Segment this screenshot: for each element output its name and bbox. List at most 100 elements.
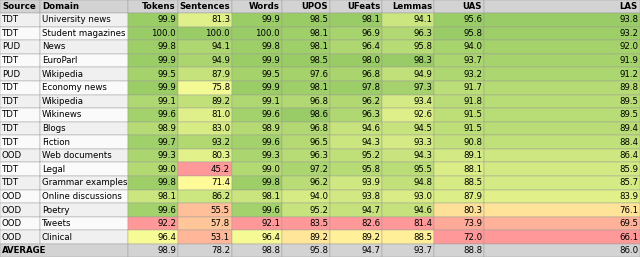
Bar	[484, 54, 640, 67]
Bar	[330, 95, 382, 108]
Bar	[232, 81, 282, 95]
Bar	[434, 95, 484, 108]
Text: 93.7: 93.7	[463, 56, 482, 65]
Text: 85.7: 85.7	[619, 178, 638, 187]
Bar	[282, 135, 330, 149]
Text: 88.5: 88.5	[413, 233, 432, 242]
Bar	[128, 0, 178, 13]
Text: 99.1: 99.1	[261, 97, 280, 106]
Text: 96.8: 96.8	[361, 70, 380, 79]
Bar	[232, 13, 282, 26]
Bar	[382, 217, 434, 231]
Text: 97.6: 97.6	[309, 70, 328, 79]
Text: 96.4: 96.4	[261, 233, 280, 242]
Bar	[484, 135, 640, 149]
Text: 93.8: 93.8	[619, 15, 638, 24]
Text: Clinical: Clinical	[42, 233, 73, 242]
Bar	[382, 231, 434, 244]
Text: 99.9: 99.9	[261, 83, 280, 92]
Bar	[0, 217, 40, 231]
Text: AVERAGE: AVERAGE	[2, 246, 46, 255]
Text: 98.9: 98.9	[157, 124, 176, 133]
Text: 96.2: 96.2	[361, 97, 380, 106]
Text: Online discussions: Online discussions	[42, 192, 122, 201]
Text: 95.2: 95.2	[309, 206, 328, 215]
Bar	[40, 54, 128, 67]
Text: OOD: OOD	[2, 192, 22, 201]
Bar	[0, 13, 40, 26]
Bar	[282, 13, 330, 26]
Bar	[382, 67, 434, 81]
Text: 72.0: 72.0	[463, 233, 482, 242]
Text: 96.4: 96.4	[361, 42, 380, 51]
Bar	[382, 13, 434, 26]
Bar	[484, 13, 640, 26]
Text: OOD: OOD	[2, 151, 22, 160]
Text: 94.0: 94.0	[309, 192, 328, 201]
Text: 94.7: 94.7	[361, 206, 380, 215]
Text: 86.2: 86.2	[211, 192, 230, 201]
Bar	[128, 122, 178, 135]
Bar	[128, 203, 178, 217]
Text: 95.6: 95.6	[463, 15, 482, 24]
Text: EuroParl: EuroParl	[42, 56, 77, 65]
Text: 89.5: 89.5	[619, 97, 638, 106]
Text: Grammar examples: Grammar examples	[42, 178, 127, 187]
Bar	[484, 244, 640, 257]
Text: 94.9: 94.9	[211, 56, 230, 65]
Bar	[0, 203, 40, 217]
Bar	[0, 162, 40, 176]
Bar	[128, 217, 178, 231]
Bar	[0, 0, 40, 13]
Text: 89.2: 89.2	[361, 233, 380, 242]
Text: 99.0: 99.0	[157, 165, 176, 174]
Bar	[178, 231, 232, 244]
Text: OOD: OOD	[2, 206, 22, 215]
Bar	[434, 203, 484, 217]
Bar	[178, 26, 232, 40]
Text: 95.5: 95.5	[413, 165, 432, 174]
Bar	[232, 0, 282, 13]
Text: 96.8: 96.8	[309, 97, 328, 106]
Text: 76.1: 76.1	[619, 206, 638, 215]
Bar	[128, 135, 178, 149]
Text: 95.8: 95.8	[413, 42, 432, 51]
Text: 88.5: 88.5	[463, 178, 482, 187]
Text: 100.0: 100.0	[152, 29, 176, 38]
Text: 99.6: 99.6	[261, 111, 280, 120]
Bar	[178, 54, 232, 67]
Bar	[0, 108, 40, 122]
Text: 87.9: 87.9	[211, 70, 230, 79]
Text: 98.1: 98.1	[309, 83, 328, 92]
Bar	[330, 203, 382, 217]
Text: 93.3: 93.3	[413, 137, 432, 146]
Text: 94.3: 94.3	[361, 137, 380, 146]
Text: 93.2: 93.2	[619, 29, 638, 38]
Bar	[330, 67, 382, 81]
Bar	[40, 108, 128, 122]
Bar	[382, 54, 434, 67]
Text: 89.1: 89.1	[463, 151, 482, 160]
Bar	[484, 217, 640, 231]
Bar	[382, 203, 434, 217]
Bar	[178, 217, 232, 231]
Text: 96.5: 96.5	[309, 137, 328, 146]
Text: 95.8: 95.8	[309, 246, 328, 255]
Bar	[382, 0, 434, 13]
Bar	[282, 81, 330, 95]
Text: 94.1: 94.1	[211, 42, 230, 51]
Text: 94.9: 94.9	[413, 70, 432, 79]
Bar	[484, 26, 640, 40]
Text: 100.0: 100.0	[205, 29, 230, 38]
Text: 99.8: 99.8	[261, 178, 280, 187]
Bar	[282, 203, 330, 217]
Bar	[0, 40, 40, 54]
Bar	[382, 162, 434, 176]
Bar	[40, 122, 128, 135]
Text: Sentences: Sentences	[179, 2, 230, 11]
Bar	[128, 67, 178, 81]
Text: LAS: LAS	[620, 2, 638, 11]
Text: 92.6: 92.6	[413, 111, 432, 120]
Bar	[330, 108, 382, 122]
Bar	[330, 26, 382, 40]
